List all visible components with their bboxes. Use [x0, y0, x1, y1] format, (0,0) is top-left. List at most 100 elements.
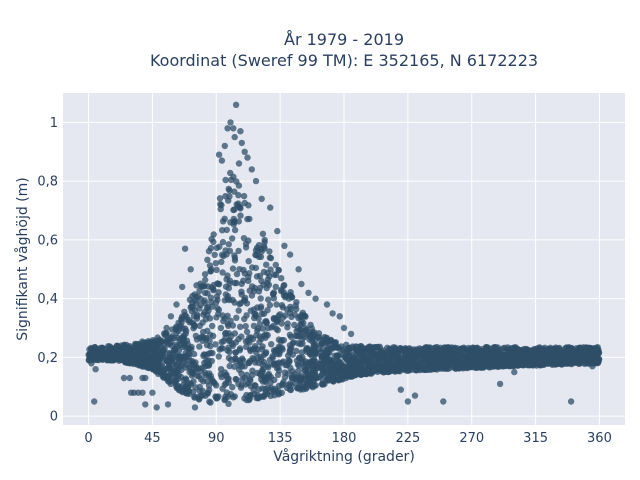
data-point	[224, 312, 231, 319]
data-point	[264, 269, 271, 277]
y-tick-label: 0,6	[37, 233, 58, 248]
data-point	[231, 226, 239, 234]
data-point	[236, 345, 244, 352]
data-point	[257, 295, 264, 302]
data-point	[155, 344, 162, 351]
data-point	[279, 314, 286, 321]
data-point	[295, 266, 302, 273]
data-point	[250, 322, 258, 330]
data-point	[216, 195, 224, 202]
data-point	[570, 356, 577, 363]
data-point	[325, 355, 333, 363]
data-point	[258, 346, 266, 353]
data-point	[244, 154, 251, 161]
data-point	[511, 368, 518, 376]
data-point	[128, 353, 136, 360]
data-point	[272, 283, 279, 290]
data-point	[330, 377, 337, 384]
data-point	[495, 360, 502, 368]
data-point	[253, 273, 261, 280]
data-point	[181, 245, 189, 252]
data-point	[242, 338, 250, 345]
data-point	[288, 293, 296, 301]
data-point	[235, 160, 243, 167]
data-point	[210, 285, 217, 293]
data-point	[327, 345, 334, 352]
data-point	[324, 337, 331, 344]
data-point	[384, 366, 391, 373]
data-point	[486, 362, 494, 369]
data-point	[411, 392, 419, 399]
data-point	[279, 346, 286, 353]
data-point	[180, 332, 187, 339]
data-point	[227, 317, 234, 324]
data-point	[238, 370, 245, 377]
data-point	[555, 359, 563, 366]
data-point	[245, 273, 252, 281]
data-point	[212, 341, 219, 348]
data-point	[314, 334, 322, 341]
data-point	[186, 368, 193, 376]
data-point	[258, 310, 266, 318]
data-point	[213, 395, 220, 402]
x-tick-label: 0	[84, 431, 92, 446]
data-point	[156, 369, 163, 376]
data-point	[295, 367, 302, 375]
data-point	[161, 373, 168, 381]
data-point	[153, 404, 160, 411]
data-point	[226, 348, 233, 355]
data-point	[167, 365, 174, 373]
data-point	[91, 355, 99, 362]
data-point	[286, 342, 294, 349]
data-point	[336, 313, 343, 320]
data-point	[243, 371, 251, 379]
data-point	[310, 341, 318, 349]
data-point	[318, 340, 326, 347]
data-point	[316, 360, 323, 367]
data-point	[263, 319, 270, 327]
data-point	[311, 366, 318, 374]
data-point	[202, 371, 209, 379]
data-point	[248, 166, 255, 173]
data-point	[244, 215, 251, 223]
data-point	[266, 248, 273, 255]
data-point	[204, 256, 211, 263]
data-point	[202, 316, 210, 323]
data-point	[286, 251, 294, 258]
data-point	[252, 247, 260, 254]
data-point	[142, 374, 149, 382]
data-point	[169, 333, 176, 340]
data-point	[236, 357, 244, 364]
data-point	[227, 119, 234, 126]
data-point	[229, 265, 237, 272]
data-point	[406, 353, 413, 361]
data-point	[237, 323, 244, 330]
data-point	[187, 266, 194, 273]
data-point	[335, 358, 343, 366]
data-point	[476, 350, 483, 357]
data-point	[397, 386, 404, 393]
data-point	[442, 365, 449, 372]
data-point	[181, 358, 188, 365]
data-point	[274, 227, 281, 235]
x-tick-label: 360	[587, 431, 612, 446]
data-point	[293, 357, 301, 364]
data-point	[222, 334, 229, 341]
data-point	[252, 177, 260, 185]
data-point	[251, 310, 258, 318]
x-tick-label: 180	[332, 431, 357, 446]
data-point	[172, 364, 179, 371]
data-point	[468, 357, 476, 364]
data-point	[512, 350, 519, 358]
data-point	[265, 364, 272, 371]
data-point	[545, 347, 552, 354]
data-point	[280, 337, 287, 344]
data-point	[243, 328, 251, 335]
data-point	[400, 361, 407, 368]
data-point	[496, 380, 504, 388]
data-point	[163, 330, 170, 337]
data-point	[240, 266, 247, 274]
data-point	[219, 385, 226, 392]
data-point	[278, 302, 286, 309]
data-point	[294, 340, 302, 347]
